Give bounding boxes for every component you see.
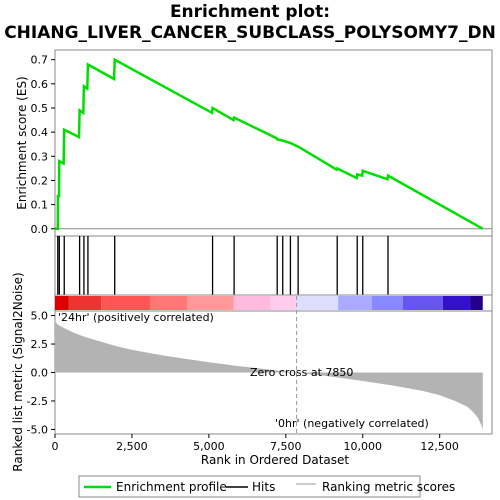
es-y-ticks: 0.0 0.1 0.2 0.3 0.4 0.5 0.6 0.7 <box>31 54 55 236</box>
es-y-tick-label: 0.2 <box>31 174 49 187</box>
metric-area <box>55 320 483 430</box>
colorbar-segment <box>187 296 234 310</box>
es-y-tick-label: 0.1 <box>31 199 49 212</box>
colorbar-segment <box>270 296 297 310</box>
x-tick-label: 7,500 <box>270 440 302 453</box>
colorbar-segment <box>233 296 271 310</box>
es-y-axis-label: Enrichment score (ES) <box>15 76 29 209</box>
metric-y-axis-label: Ranked list metric (Signal2Noise) <box>11 272 25 471</box>
hit-marks <box>57 236 389 295</box>
x-tick-label: 10,000 <box>343 440 382 453</box>
x-tick-label: 5,000 <box>193 440 225 453</box>
x-tick-label: 12,500 <box>420 440 459 453</box>
legend-enrichment-profile: Enrichment profile <box>116 480 227 494</box>
colorbar-segment <box>150 296 188 310</box>
es-y-tick-label: 0.0 <box>31 223 49 236</box>
es-y-tick-label: 0.7 <box>31 54 49 67</box>
metric-y-tick-label: 5.0 <box>31 310 49 323</box>
colorbar-segment <box>338 296 372 310</box>
legend-hits: Hits <box>252 480 275 494</box>
es-y-tick-label: 0.4 <box>31 126 49 139</box>
zero-cross-label: Zero cross at 7850 <box>250 366 353 379</box>
colorbar-segment <box>371 296 403 310</box>
es-y-tick-label: 0.6 <box>31 78 49 91</box>
es-panel-frame <box>54 49 493 237</box>
chart-title: Enrichment plot: CHIANG_LIVER_CANCER_SUB… <box>0 2 500 44</box>
es-y-tick-label: 0.5 <box>31 102 49 115</box>
colorbar-segment <box>442 296 471 310</box>
colorbar-segment <box>470 296 483 310</box>
es-y-tick-label: 0.3 <box>31 150 49 163</box>
colorbar-segment <box>296 296 339 310</box>
title-line-1: Enrichment plot: <box>169 2 331 22</box>
legend-box <box>78 475 421 498</box>
metric-y-tick-label: 2.5 <box>31 338 49 351</box>
colorbar-segment <box>101 296 151 310</box>
metric-x-ticks: 0 2,500 5,000 7,500 10,000 12,500 <box>52 434 459 453</box>
es-curve <box>55 57 484 231</box>
x-tick-label: 0 <box>52 440 59 453</box>
x-tick-label: 2,500 <box>116 440 148 453</box>
legend-ranking-metric: Ranking metric scores <box>322 480 455 494</box>
positive-label: '24hr' (positively correlated) <box>58 311 214 324</box>
negative-label: '0hr' (negatively correlated) <box>275 417 429 430</box>
colorbar-segment <box>402 296 443 310</box>
hits-panel-frame <box>54 235 493 296</box>
colorbar-segment <box>68 296 102 310</box>
metric-y-tick-label: -2.5 <box>27 395 48 408</box>
metric-y-ticks: -5.0 -2.5 0.0 2.5 5.0 <box>27 310 55 436</box>
metric-y-tick-label: -5.0 <box>27 423 48 436</box>
colorbar-segment <box>55 296 69 310</box>
title-line-2: CHIANG_LIVER_CANCER_SUBCLASS_POLYSOMY7_D… <box>4 23 496 43</box>
x-axis-label: Rank in Ordered Dataset <box>201 453 349 467</box>
ranking-color-bar <box>55 296 483 310</box>
metric-y-tick-label: 0.0 <box>31 367 49 380</box>
